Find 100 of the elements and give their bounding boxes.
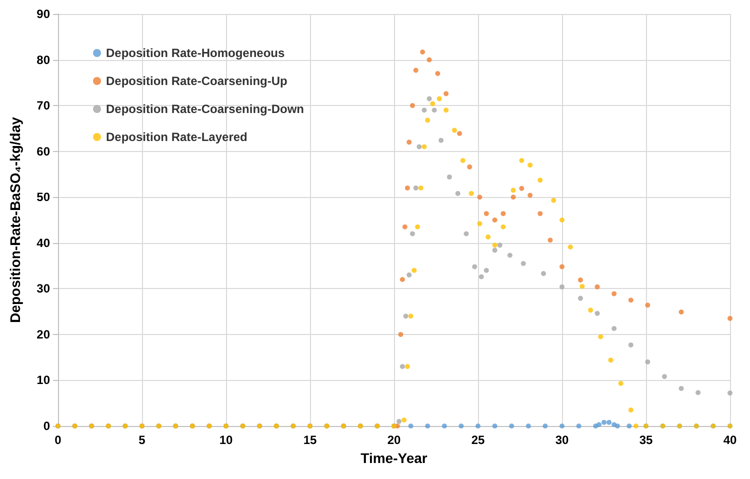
point: [425, 424, 430, 428]
point: [422, 108, 427, 113]
point: [612, 291, 617, 296]
point: [436, 96, 442, 102]
point: [645, 302, 650, 308]
point: [492, 218, 498, 222]
point: [430, 101, 436, 106]
point: [492, 242, 498, 248]
x-axis-title: Time-Year: [360, 450, 428, 466]
point: [460, 158, 466, 163]
point: [410, 103, 415, 108]
point: [432, 108, 437, 113]
point: [410, 231, 415, 236]
point: [551, 198, 556, 203]
point: [528, 162, 533, 168]
point: [519, 158, 524, 163]
point: [457, 130, 462, 136]
point: [612, 326, 617, 331]
point: [588, 308, 594, 313]
point: [578, 296, 583, 301]
point: [472, 264, 478, 270]
x-tick-label: 5: [138, 433, 146, 447]
point: [468, 190, 474, 196]
point: [560, 284, 564, 290]
y-tick-label: 10: [36, 373, 50, 388]
point: [538, 211, 543, 216]
point: [594, 284, 600, 290]
point: [580, 284, 585, 289]
point: [396, 418, 402, 424]
legend-label: Deposition Rate-Coarsening-Down: [106, 102, 304, 116]
point: [542, 424, 548, 428]
y-tick-label: 50: [36, 190, 50, 204]
point: [467, 164, 472, 170]
point: [728, 390, 732, 396]
point: [444, 91, 449, 96]
point: [476, 424, 480, 428]
point: [442, 424, 447, 428]
point: [400, 364, 405, 369]
point: [602, 420, 606, 425]
y-tick-label: 40: [36, 236, 50, 250]
point: [422, 144, 427, 150]
point: [402, 418, 407, 423]
point: [420, 49, 426, 54]
point: [568, 244, 573, 250]
y-tick-label: 70: [36, 98, 50, 113]
point: [662, 374, 667, 380]
point: [464, 231, 469, 236]
point: [413, 185, 418, 190]
point: [458, 424, 464, 428]
point: [538, 178, 543, 183]
point: [507, 252, 512, 258]
point: [416, 144, 422, 150]
legend-label: Deposition Rate-Layered: [106, 130, 248, 144]
point: [484, 268, 489, 273]
point: [519, 186, 524, 191]
point: [728, 316, 732, 321]
point: [500, 211, 506, 216]
point: [477, 194, 482, 200]
point: [418, 185, 424, 190]
point: [560, 424, 564, 428]
point: [608, 358, 614, 363]
point: [598, 334, 604, 340]
point: [548, 238, 553, 243]
point: [403, 314, 408, 319]
point: [528, 192, 533, 198]
y-tick-label: 20: [36, 327, 50, 342]
point: [455, 190, 460, 196]
x-tick-label: 15: [303, 433, 317, 447]
y-tick-label: 30: [36, 282, 50, 296]
x-tick-label: 0: [54, 433, 62, 447]
point: [560, 264, 564, 270]
point: [492, 248, 498, 253]
x-tick-label: 35: [639, 433, 653, 447]
y-axis-title: Deposition-Rate-BaSO₄-kg/day: [7, 116, 23, 323]
point: [412, 268, 417, 273]
point: [484, 211, 489, 216]
point: [578, 277, 583, 282]
point: [510, 188, 516, 193]
point: [678, 310, 684, 315]
point: [576, 424, 582, 428]
point: [477, 221, 482, 226]
point: [446, 174, 452, 180]
y-tick-label: 90: [36, 7, 50, 21]
point: [398, 332, 404, 337]
x-tick-label: 25: [471, 433, 485, 447]
point: [452, 128, 457, 133]
point: [478, 274, 484, 280]
point: [628, 298, 634, 303]
point: [696, 390, 701, 396]
point: [408, 314, 414, 319]
point: [500, 224, 506, 230]
point: [444, 108, 449, 113]
x-tick-label: 30: [555, 433, 569, 447]
point: [486, 234, 491, 240]
point: [645, 359, 650, 364]
point: [426, 96, 432, 102]
point: [596, 422, 602, 428]
point: [509, 424, 514, 428]
point: [406, 272, 412, 278]
point: [628, 342, 634, 348]
